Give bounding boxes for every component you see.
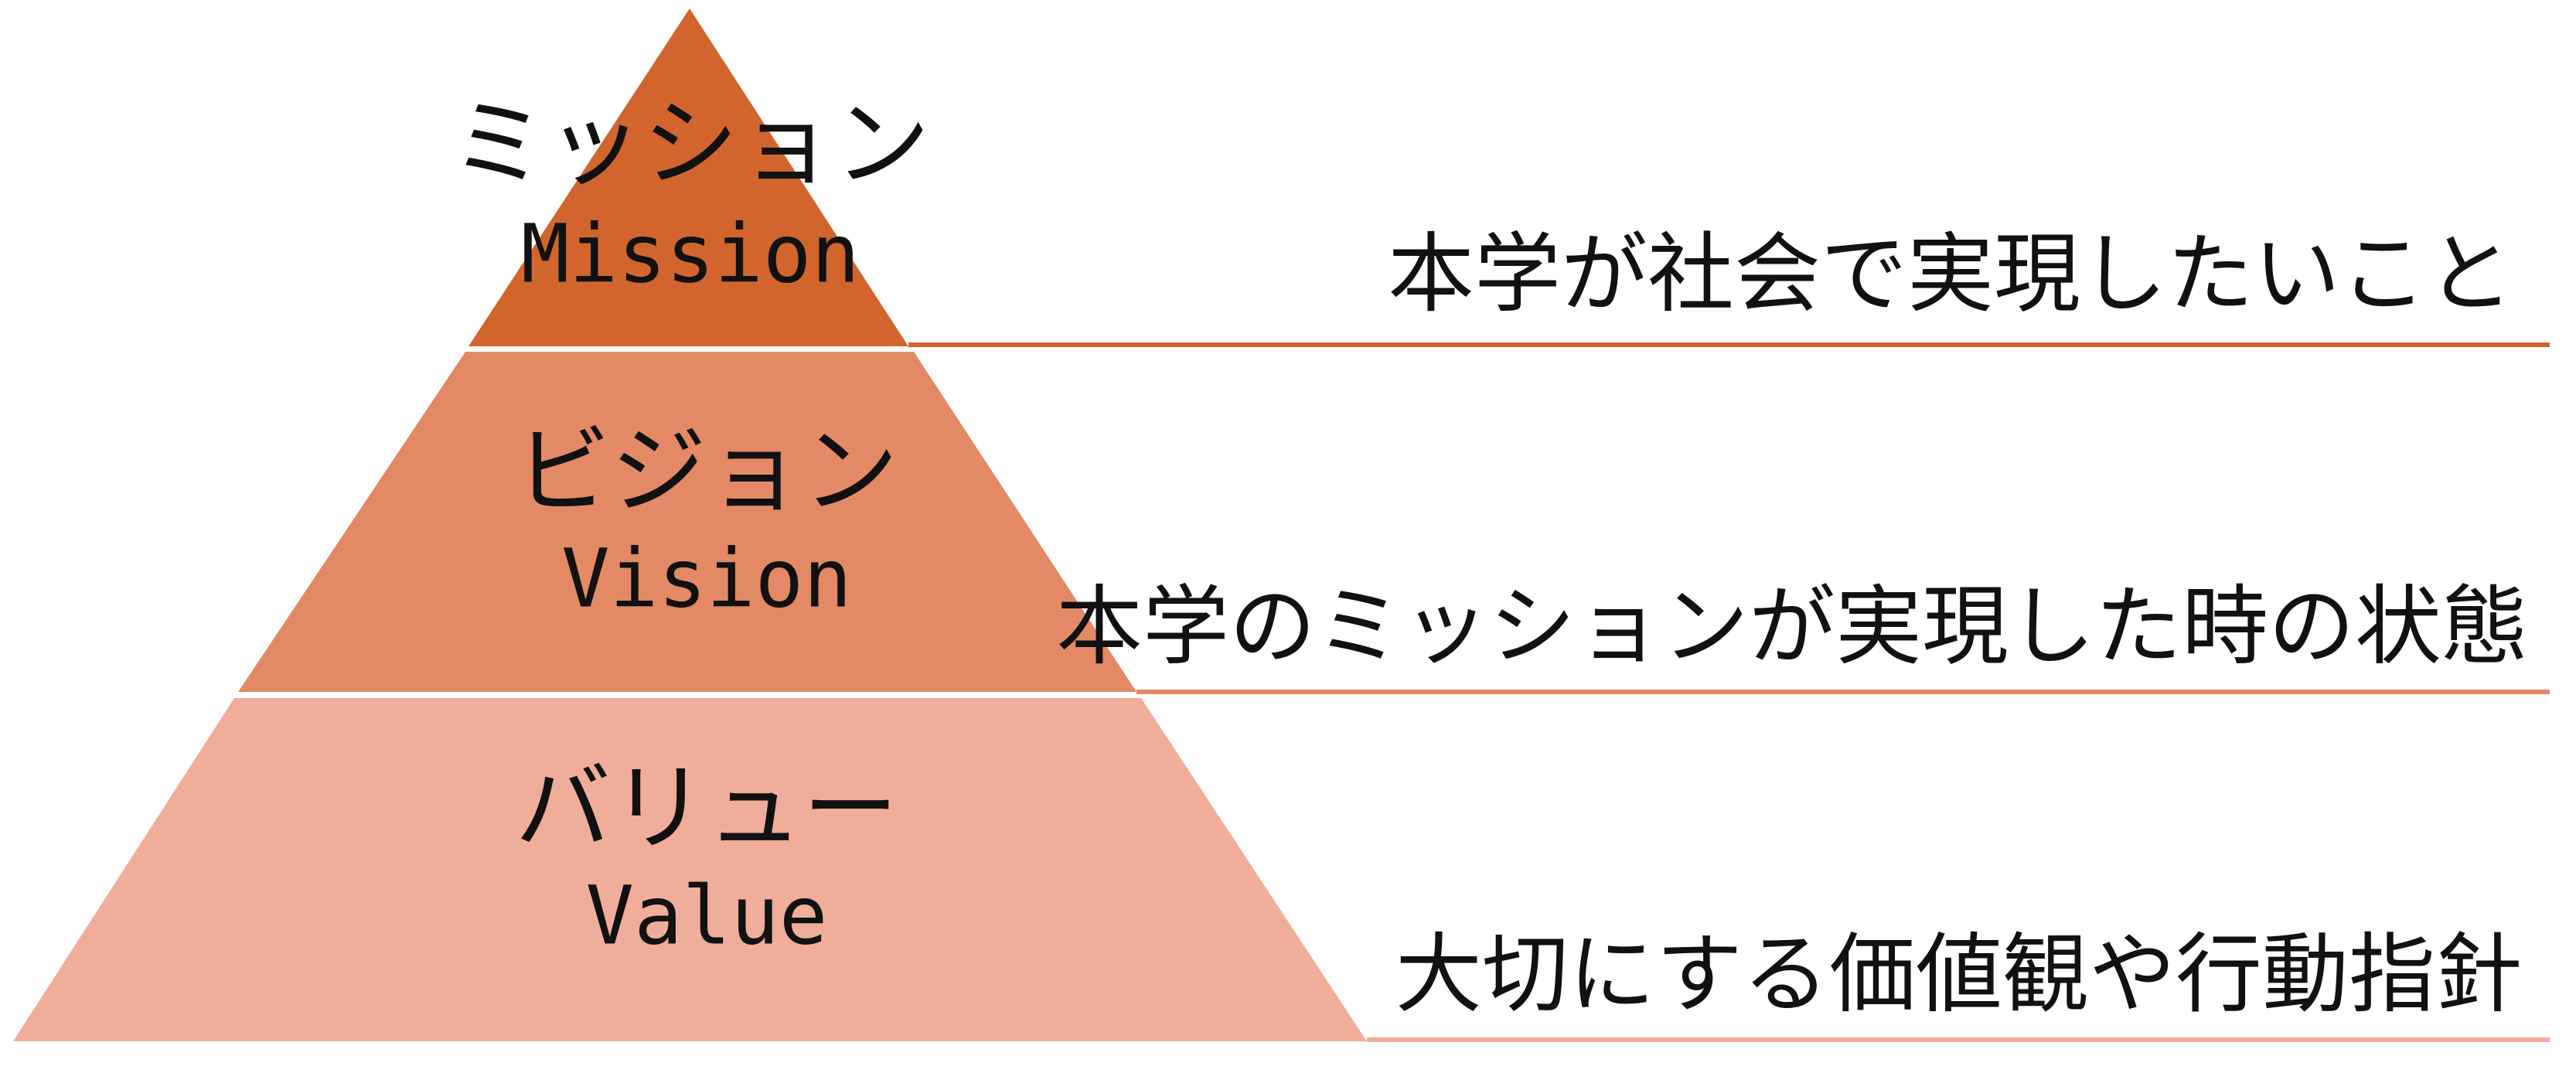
level-title-en: Mission [521, 206, 860, 301]
level-description: 本学のミッションが実現した時の状態 [1056, 577, 2528, 677]
level-description: 大切にする価値観や行動指針 [1395, 925, 2522, 1025]
pyramid-middle [238, 352, 1136, 692]
level-title-jp: バリュー [515, 753, 898, 864]
level-title-en: Vision [561, 531, 852, 625]
level-title-en: Value [585, 868, 827, 962]
level-title-jp: ミッション [451, 89, 930, 200]
pyramid-top [469, 9, 908, 346]
level-description: 本学が社会で実現したいこと [1388, 224, 2513, 325]
pyramid-bottom [13, 698, 1367, 1041]
level-title-jp: ビジョン [515, 416, 898, 527]
